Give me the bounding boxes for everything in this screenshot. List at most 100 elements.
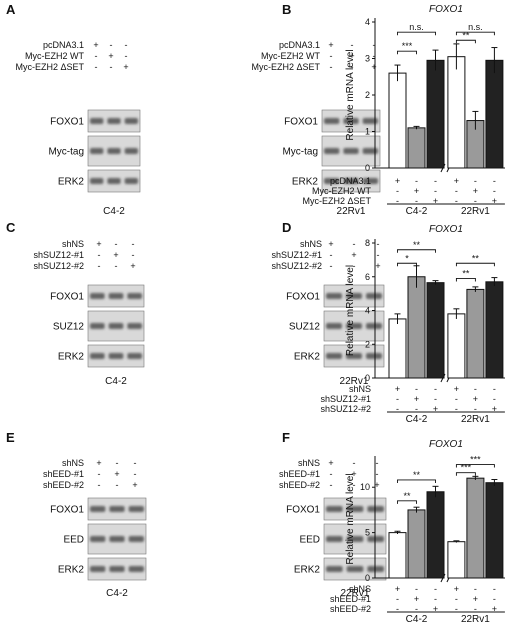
condition-sign: + bbox=[492, 196, 497, 206]
condition-sign: + bbox=[473, 594, 478, 604]
condition-sign: - bbox=[474, 584, 477, 594]
significance-label: ** bbox=[462, 30, 470, 40]
group-label: 22Rv1 bbox=[461, 414, 490, 425]
blot-row-label: FOXO1 bbox=[50, 292, 84, 303]
condition-sign: + bbox=[96, 458, 101, 468]
blot-band bbox=[90, 148, 104, 154]
condition-sign: + bbox=[395, 384, 400, 394]
condition-label: shEED-#2 bbox=[279, 480, 320, 490]
blot-band bbox=[346, 293, 362, 299]
blot-band bbox=[109, 536, 125, 542]
group-label: C4-2 bbox=[406, 614, 428, 625]
condition-sign: - bbox=[474, 404, 477, 414]
blot-band bbox=[124, 118, 138, 124]
y-axis-label: Relative mRNA level bbox=[345, 265, 356, 356]
condition-sign: + bbox=[414, 394, 419, 404]
y-tick-label: 2 bbox=[365, 339, 370, 349]
y-tick-label: 4 bbox=[365, 306, 370, 316]
blot-band bbox=[107, 118, 121, 124]
condition-sign: + bbox=[328, 40, 333, 50]
condition-sign: - bbox=[353, 261, 356, 271]
blot-band bbox=[367, 566, 384, 572]
blot-row-label: SUZ12 bbox=[289, 322, 321, 333]
y-tick-label: 5 bbox=[365, 528, 370, 538]
blot-row-label: FOXO1 bbox=[284, 117, 318, 128]
condition-sign: - bbox=[116, 480, 119, 490]
blot-band bbox=[108, 323, 124, 329]
blot-row-label: FOXO1 bbox=[50, 505, 84, 516]
blot-band bbox=[362, 178, 378, 184]
condition-sign: - bbox=[115, 261, 118, 271]
blot-band bbox=[90, 323, 105, 329]
panel-letter-c: C bbox=[6, 220, 16, 235]
blot-c-1: shNS + - -shSUZ12-#1- + -shSUZ12-#2- - +FOXO1SU… bbox=[33, 239, 145, 387]
blot-band bbox=[109, 566, 125, 572]
condition-sign: - bbox=[377, 239, 380, 249]
chart-title: FOXO1 bbox=[429, 224, 463, 235]
condition-sign: - bbox=[115, 239, 118, 249]
significance-label: ** bbox=[472, 253, 480, 263]
bar bbox=[388, 532, 407, 579]
group-label: 22Rv1 bbox=[461, 206, 490, 217]
condition-sign: + bbox=[414, 594, 419, 604]
bar bbox=[388, 318, 407, 379]
condition-sign: - bbox=[474, 604, 477, 614]
y-axis-label: Relative mRNA level bbox=[345, 473, 356, 564]
blot-band bbox=[108, 353, 124, 359]
blot-row-label: Myc-tag bbox=[48, 147, 84, 158]
condition-sign: - bbox=[455, 604, 458, 614]
significance-label: n.s. bbox=[409, 22, 424, 32]
condition-label: shEED-#2 bbox=[330, 604, 371, 614]
condition-label: pcDNA3.1 bbox=[279, 40, 320, 50]
y-tick-label: 1 bbox=[365, 127, 370, 137]
condition-sign: - bbox=[134, 469, 137, 479]
blot-a-1: pcDNA3.1 + - -Myc-EZH2 WT - + -Myc-EZH2 ΔSET - -… bbox=[15, 40, 141, 217]
blot-band bbox=[366, 293, 382, 299]
condition-sign: - bbox=[455, 404, 458, 414]
blot-band bbox=[107, 178, 121, 184]
condition-sign: + bbox=[492, 604, 497, 614]
blot-row-label: ERK2 bbox=[294, 565, 321, 576]
condition-sign: - bbox=[373, 51, 376, 61]
condition-sign: + bbox=[414, 186, 419, 196]
blot-band bbox=[343, 118, 359, 124]
condition-label: Myc-EZH2 WT bbox=[25, 51, 84, 61]
condition-sign: + bbox=[473, 186, 478, 196]
condition-sign: - bbox=[330, 469, 333, 479]
bar bbox=[447, 56, 466, 169]
group-label: C4-2 bbox=[406, 414, 428, 425]
y-tick-label: 0 bbox=[365, 573, 370, 583]
bar bbox=[485, 59, 504, 169]
bar bbox=[426, 491, 445, 579]
blot-row-label: FOXO1 bbox=[286, 292, 320, 303]
significance-bracket bbox=[397, 500, 417, 504]
condition-sign: - bbox=[415, 604, 418, 614]
condition-sign: + bbox=[454, 384, 459, 394]
blot-row-label: SUZ12 bbox=[53, 322, 85, 333]
panel-letter-a: A bbox=[6, 2, 16, 17]
condition-sign: - bbox=[474, 176, 477, 186]
bar bbox=[485, 482, 504, 579]
condition-label: shNS bbox=[62, 239, 84, 249]
blot-band bbox=[124, 148, 138, 154]
blot-row-label: EED bbox=[299, 535, 320, 546]
condition-sign: - bbox=[353, 458, 356, 468]
condition-sign: + bbox=[114, 469, 119, 479]
blot-row-label: Myc-tag bbox=[282, 147, 318, 158]
condition-sign: - bbox=[474, 196, 477, 206]
condition-label: shEED-#1 bbox=[279, 469, 320, 479]
condition-sign: + bbox=[492, 404, 497, 414]
blot-band bbox=[90, 293, 105, 299]
significance-bracket bbox=[397, 262, 417, 267]
condition-sign: - bbox=[434, 384, 437, 394]
panel-letter-d: D bbox=[282, 220, 291, 235]
y-tick-label: 0 bbox=[365, 373, 370, 383]
blot-band bbox=[128, 536, 144, 542]
condition-sign: - bbox=[377, 250, 380, 260]
blot-band bbox=[362, 118, 378, 124]
condition-sign: + bbox=[349, 51, 354, 61]
condition-sign: - bbox=[330, 62, 333, 72]
bar bbox=[466, 288, 485, 379]
condition-label: Myc-EZH2 WT bbox=[261, 51, 320, 61]
condition-sign: - bbox=[434, 176, 437, 186]
